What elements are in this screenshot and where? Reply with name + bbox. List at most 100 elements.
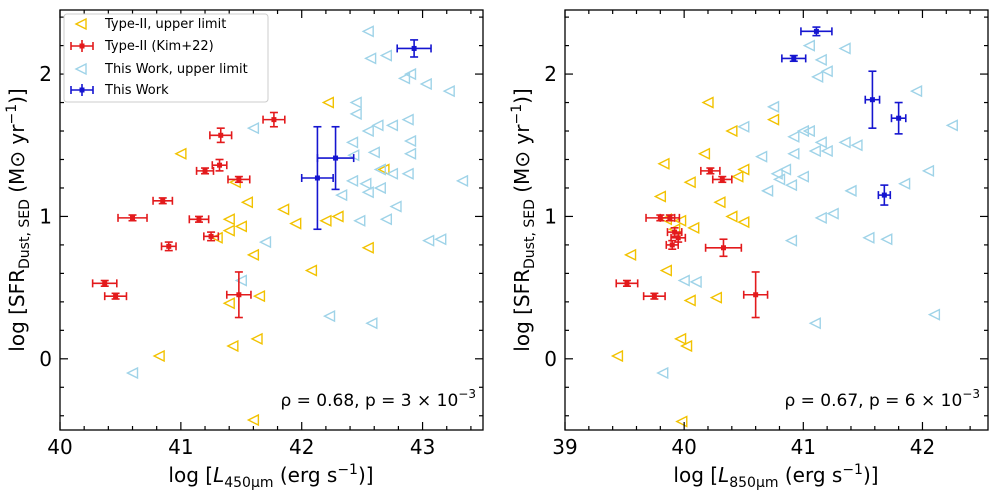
type-ii-upper-limit-point-3 [657,157,670,170]
type-ii-upper-limit-point-13 [246,248,260,262]
panel-right: ρ = 0.67, p = 6 × 10−3 log [L850μm (erg … [509,9,989,491]
type-ii-upper-limit-point-18 [250,332,263,346]
type-ii-upper-limit-point-9 [713,196,726,209]
legend-label-type2-kim22: Type-II (Kim+22) [104,39,214,54]
this-work-upper-limit-point-6 [442,85,455,98]
this-work-upper-limit-point-33 [234,274,247,287]
this-work-upper-limit-point-5 [909,85,923,98]
y-tick-label-2: 2 [39,62,52,86]
legend-yellow-triangle-icon [74,17,87,31]
type-ii-upper-limit-point-10 [331,210,344,223]
type-ii-kim-22-point-4 [103,292,128,301]
this-work-upper-limit-point-31 [880,233,893,246]
this-work-upper-limit-point-32 [784,234,798,247]
this-work-upper-limit-point-29 [814,211,827,224]
type-ii-kim-22-point-3 [659,213,681,222]
right-plot-marks [610,26,958,428]
type-ii-kim-22-point-7 [211,158,228,172]
this-work-point-2 [864,70,881,129]
this-work-upper-limit-point-37 [125,366,139,380]
type-ii-upper-limit-point-23 [675,415,688,428]
this-work-upper-limit-point-27 [389,200,402,213]
type-ii-upper-limit-point-8 [289,217,302,230]
type-ii-kim-22-point-8 [615,279,639,288]
type-ii-upper-limit-point-21 [246,413,260,427]
this-work-upper-limit-point-2 [814,53,827,66]
this-work-upper-limit-point-22 [359,177,372,190]
type-ii-upper-limit-point-8 [653,190,667,203]
this-work-point-1 [781,54,807,63]
this-work-upper-limit-point-27 [945,119,958,132]
this-work-upper-limit-point-12 [361,124,374,138]
type-ii-kim-22-point-3 [91,279,118,288]
left-plot-frame [59,9,484,431]
this-work-upper-limit-point-13 [345,136,359,149]
left-y-axis-label: log [SFRDust, SED (M⊙ yr−1)] [4,88,33,351]
this-work-upper-limit-point-8 [349,107,362,121]
this-work-upper-limit-point-4 [811,70,824,84]
this-work-upper-limit-point-2 [403,67,417,81]
type-ii-upper-limit-point-0 [701,96,714,109]
type-ii-upper-limit-point-0 [174,147,187,160]
x-tick-label-3: 42 [910,435,935,459]
type-ii-upper-limit-point-14 [361,241,374,254]
type-ii-kim-22-point-0 [700,166,721,175]
x-tick-label-1: 40 [671,435,696,459]
type-ii-upper-limit-point-18 [709,291,723,304]
this-work-upper-limit-point-24 [844,184,857,197]
this-work-upper-limit-point-0 [361,25,374,38]
this-work-point-4 [877,184,892,206]
this-work-upper-limit-point-9 [371,119,384,132]
this-work-upper-limit-point-34 [258,235,272,249]
x-tick-label-0: 39 [552,435,577,459]
this-work-upper-limit-point-3 [820,65,833,78]
legend-box [63,13,269,103]
this-work-upper-limit-point-35 [322,309,336,323]
type-ii-upper-limit-point-2 [766,113,780,126]
this-work-upper-limit-point-13 [850,139,863,152]
type-ii-kim-22-point-11 [262,111,286,128]
this-work-upper-limit-point-0 [802,39,815,52]
this-work-upper-limit-point-9 [787,130,800,143]
type-ii-upper-limit-point-20 [674,332,687,346]
type-ii-upper-limit-point-19 [226,339,239,353]
legend-label-this-work-upper-limit: This Work, upper limit [104,62,248,77]
type-ii-kim-22-point-0 [117,213,148,222]
this-work-upper-limit-point-1 [838,42,851,55]
this-work-upper-limit-point-17 [403,147,417,160]
this-work-upper-limit-point-4 [397,72,411,85]
type-ii-kim-22-point-12 [225,271,252,319]
y-tick-label-0: 0 [39,347,52,371]
y-tick-label-1: 1 [39,204,52,228]
type-ii-kim-22-point-6 [195,166,215,175]
panel-left: ρ = 0.68, p = 3 × 10−3 log [L450μm (erg … [4,9,484,491]
this-work-upper-limit-point-8 [802,124,815,138]
this-work-upper-limit-point-26 [921,164,935,178]
this-work-upper-limit-point-32 [246,122,260,135]
type-ii-upper-limit-point-6 [731,170,744,183]
type-ii-upper-limit-point-5 [737,163,750,176]
type-ii-upper-limit-point-9 [319,214,332,227]
y-tick-label-0: 0 [544,347,557,371]
this-work-upper-limit-point-7 [349,96,362,109]
this-work-upper-limit-point-15 [820,144,833,158]
type-ii-upper-limit-point-4 [697,147,711,160]
this-work-upper-limit-point-33 [808,317,821,330]
type-ii-kim-22-point-5 [188,215,210,224]
this-work-upper-limit-point-21 [772,173,786,186]
type-ii-kim-22-point-10 [227,175,251,184]
this-work-upper-limit-point-3 [364,52,377,65]
this-work-upper-limit-point-26 [373,181,386,195]
type-ii-kim-22-point-10 [742,271,769,319]
this-work-upper-limit-point-30 [862,231,875,244]
this-work-point-2 [300,125,334,231]
this-work-upper-limit-point-22 [784,178,798,192]
type-ii-upper-limit-point-11 [377,163,390,176]
right-x-axis-label: log [L850μm (erg s−1)] [673,462,878,491]
type-ii-upper-limit-point-3 [234,220,247,233]
legend-label-type2-upper-limit: Type-II, upper limit [104,17,226,32]
left-plot-marks [91,25,469,427]
y-tick-label-2: 2 [544,62,557,86]
right-correlation-annotation: ρ = 0.67, p = 6 × 10−3 [784,387,980,411]
